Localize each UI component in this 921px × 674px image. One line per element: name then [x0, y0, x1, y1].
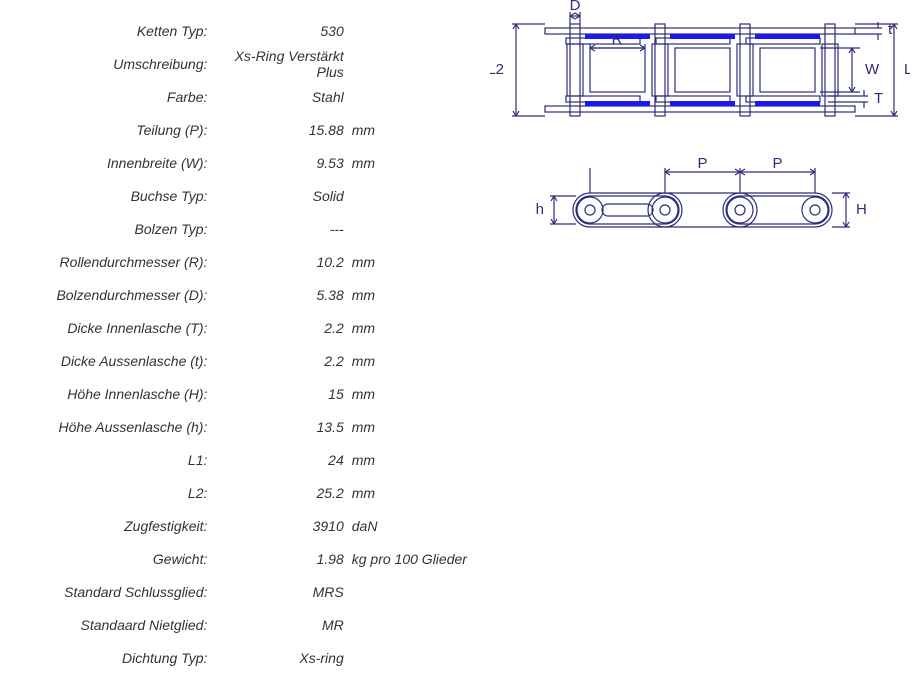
spec-value: ---	[215, 221, 351, 237]
svg-text:W: W	[865, 61, 880, 78]
spec-value: 2.2	[215, 320, 351, 336]
svg-text:L1: L1	[904, 61, 910, 78]
spec-value: 3910	[215, 518, 351, 534]
spec-row: Farbe:Stahl	[0, 80, 490, 113]
svg-text:P: P	[697, 155, 707, 172]
svg-text:H: H	[856, 201, 867, 218]
spec-value: 24	[215, 452, 351, 468]
spec-label: Höhe Innenlasche (H):	[0, 386, 215, 402]
spec-row: Gewicht:1.98kg pro 100 Glieder	[0, 542, 490, 575]
spec-label: Dichtung Typ:	[0, 650, 215, 666]
spec-unit: mm	[352, 485, 490, 501]
spec-value: MRS	[215, 584, 351, 600]
spec-row: Dicke Aussenlasche (t):2.2mm	[0, 344, 490, 377]
spec-label: Bolzen Typ:	[0, 221, 215, 237]
spec-unit: mm	[352, 353, 490, 369]
spec-row: L2:25.2mm	[0, 476, 490, 509]
spec-row: Höhe Innenlasche (H):15mm	[0, 377, 490, 410]
spec-unit: kg pro 100 Glieder	[352, 551, 490, 567]
spec-unit: mm	[352, 287, 490, 303]
spec-value: 530	[215, 23, 351, 39]
svg-text:P: P	[772, 155, 782, 172]
spec-value: 2.2	[215, 353, 351, 369]
svg-text:R: R	[612, 31, 623, 48]
spec-value: Solid	[215, 188, 351, 204]
spec-label: Standard Schlussglied:	[0, 584, 215, 600]
spec-label: Höhe Aussenlasche (h):	[0, 419, 215, 435]
spec-unit: mm	[352, 254, 490, 270]
spec-value: 10.2	[215, 254, 351, 270]
spec-label: L2:	[0, 485, 215, 501]
spec-row: Standaard Nietglied:MR	[0, 608, 490, 641]
spec-row: Umschreibung:Xs-Ring Verstärkt Plus	[0, 47, 490, 80]
spec-unit: daN	[352, 518, 490, 534]
spec-label: Standaard Nietglied:	[0, 617, 215, 633]
spec-row: Höhe Aussenlasche (h):13.5mm	[0, 410, 490, 443]
spec-row: Dichtung Typ:Xs-ring	[0, 641, 490, 674]
spec-label: Dicke Innenlasche (T):	[0, 320, 215, 336]
spec-value: 15	[215, 386, 351, 402]
spec-row: Buchse Typ:Solid	[0, 179, 490, 212]
chain-diagram: DRWTtL1L2PPhH	[490, 0, 921, 674]
spec-unit: mm	[352, 122, 490, 138]
spec-label: Gewicht:	[0, 551, 215, 567]
spec-row: Zugfestigkeit:3910daN	[0, 509, 490, 542]
spec-label: L1:	[0, 452, 215, 468]
spec-label: Umschreibung:	[0, 56, 215, 72]
spec-label: Zugfestigkeit:	[0, 518, 215, 534]
svg-text:T: T	[874, 90, 883, 107]
spec-label: Dicke Aussenlasche (t):	[0, 353, 215, 369]
spec-value: 25.2	[215, 485, 351, 501]
spec-label: Ketten Typ:	[0, 23, 215, 39]
spec-row: Ketten Typ:530	[0, 14, 490, 47]
spec-unit: mm	[352, 155, 490, 171]
spec-value: 5.38	[215, 287, 351, 303]
spec-label: Bolzendurchmesser (D):	[0, 287, 215, 303]
spec-label: Teilung (P):	[0, 122, 215, 138]
spec-value: MR	[215, 617, 351, 633]
spec-value: Xs-ring	[215, 650, 351, 666]
spec-label: Buchse Typ:	[0, 188, 215, 204]
spec-value: 9.53	[215, 155, 351, 171]
spec-row: Bolzendurchmesser (D):5.38mm	[0, 278, 490, 311]
svg-text:L2: L2	[490, 61, 504, 78]
spec-value: 15.88	[215, 122, 351, 138]
spec-label: Innenbreite (W):	[0, 155, 215, 171]
spec-row: Standard Schlussglied:MRS	[0, 575, 490, 608]
svg-text:h: h	[536, 201, 544, 218]
spec-value: Stahl	[215, 89, 351, 105]
spec-unit: mm	[352, 419, 490, 435]
svg-text:D: D	[570, 0, 581, 14]
spec-unit: mm	[352, 452, 490, 468]
spec-row: Dicke Innenlasche (T):2.2mm	[0, 311, 490, 344]
spec-unit: mm	[352, 386, 490, 402]
spec-row: Innenbreite (W):9.53mm	[0, 146, 490, 179]
spec-row: Teilung (P):15.88mm	[0, 113, 490, 146]
spec-row: L1:24mm	[0, 443, 490, 476]
spec-value: 1.98	[215, 551, 351, 567]
spec-unit: mm	[352, 320, 490, 336]
spec-row: Bolzen Typ:---	[0, 212, 490, 245]
spec-label: Rollendurchmesser (R):	[0, 254, 215, 270]
spec-label: Farbe:	[0, 89, 215, 105]
spec-value: 13.5	[215, 419, 351, 435]
spec-table: Ketten Typ:530Umschreibung:Xs-Ring Verst…	[0, 0, 490, 674]
spec-value: Xs-Ring Verstärkt Plus	[215, 48, 351, 80]
spec-row: Rollendurchmesser (R):10.2mm	[0, 245, 490, 278]
